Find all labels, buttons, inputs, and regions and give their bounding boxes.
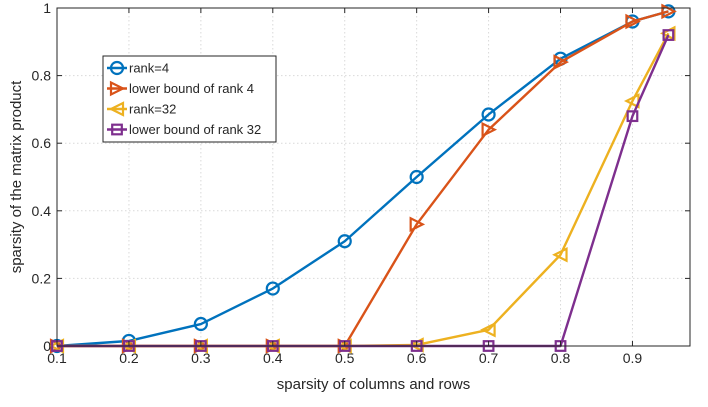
- x-tick-label: 0.3: [191, 350, 211, 366]
- data-point: [662, 29, 675, 41]
- legend-marker: [109, 60, 125, 76]
- x-axis-title: sparsity of columns and rows: [277, 376, 470, 393]
- data-point: [552, 246, 568, 263]
- x-tick-label: 0.5: [335, 350, 355, 366]
- y-axis-title: sparsity of the matrix product: [8, 80, 25, 273]
- legend-box: [102, 55, 277, 143]
- legend-marker: [108, 101, 125, 117]
- data-point: [265, 281, 280, 296]
- data-point: [625, 13, 641, 30]
- data-point: [409, 216, 426, 233]
- data-point: [409, 169, 424, 185]
- data-point: [480, 321, 496, 338]
- legend-marker: [111, 123, 123, 136]
- legend-label: lower bound of rank 4: [129, 81, 254, 96]
- y-tick-label: 0: [43, 338, 51, 354]
- data-point: [626, 110, 639, 123]
- y-tick-label: 1: [43, 0, 51, 16]
- legend-label: rank=4: [129, 61, 169, 76]
- x-tick-label: 0.8: [551, 350, 571, 366]
- legend-label: lower bound of rank 32: [129, 122, 261, 137]
- y-tick-label: 0.4: [32, 203, 52, 219]
- x-tick-label: 0.7: [479, 350, 499, 366]
- x-tick-label: 0.2: [119, 350, 139, 366]
- x-tick-label: 0.9: [623, 350, 643, 366]
- data-point: [481, 121, 498, 138]
- x-tick-label: 0.1: [47, 350, 67, 366]
- data-point: [481, 107, 496, 122]
- legend-label: rank=32: [129, 102, 176, 117]
- data-point: [193, 316, 208, 332]
- series-line: [56, 10, 669, 348]
- x-tick-label: 0.4: [263, 350, 283, 366]
- y-tick-label: 0.2: [32, 270, 52, 286]
- legend-item: rank=32: [107, 101, 176, 117]
- legend-item: rank=4: [107, 61, 169, 76]
- y-tick-label: 0.6: [32, 135, 52, 151]
- legend-item: lower bound of rank 4: [107, 80, 254, 97]
- ticks: 0.1 0.2 0.3 0.4 0.5 0.6 0.7 0.8 0.9 0 0.2 0.4 0.6 0.8…: [32, 0, 690, 366]
- plot-frame: [56, 7, 691, 347]
- legend-marker: [109, 80, 126, 97]
- x-tick-label: 0.6: [407, 350, 427, 366]
- data-point: [337, 234, 352, 249]
- legend-item: lower bound of rank 32: [107, 122, 261, 137]
- data-point: [553, 54, 569, 70]
- y-tick-label: 0.8: [32, 68, 52, 84]
- legend: rank=4 lower bound of rank 4 rank=32 lower …: [102, 55, 277, 143]
